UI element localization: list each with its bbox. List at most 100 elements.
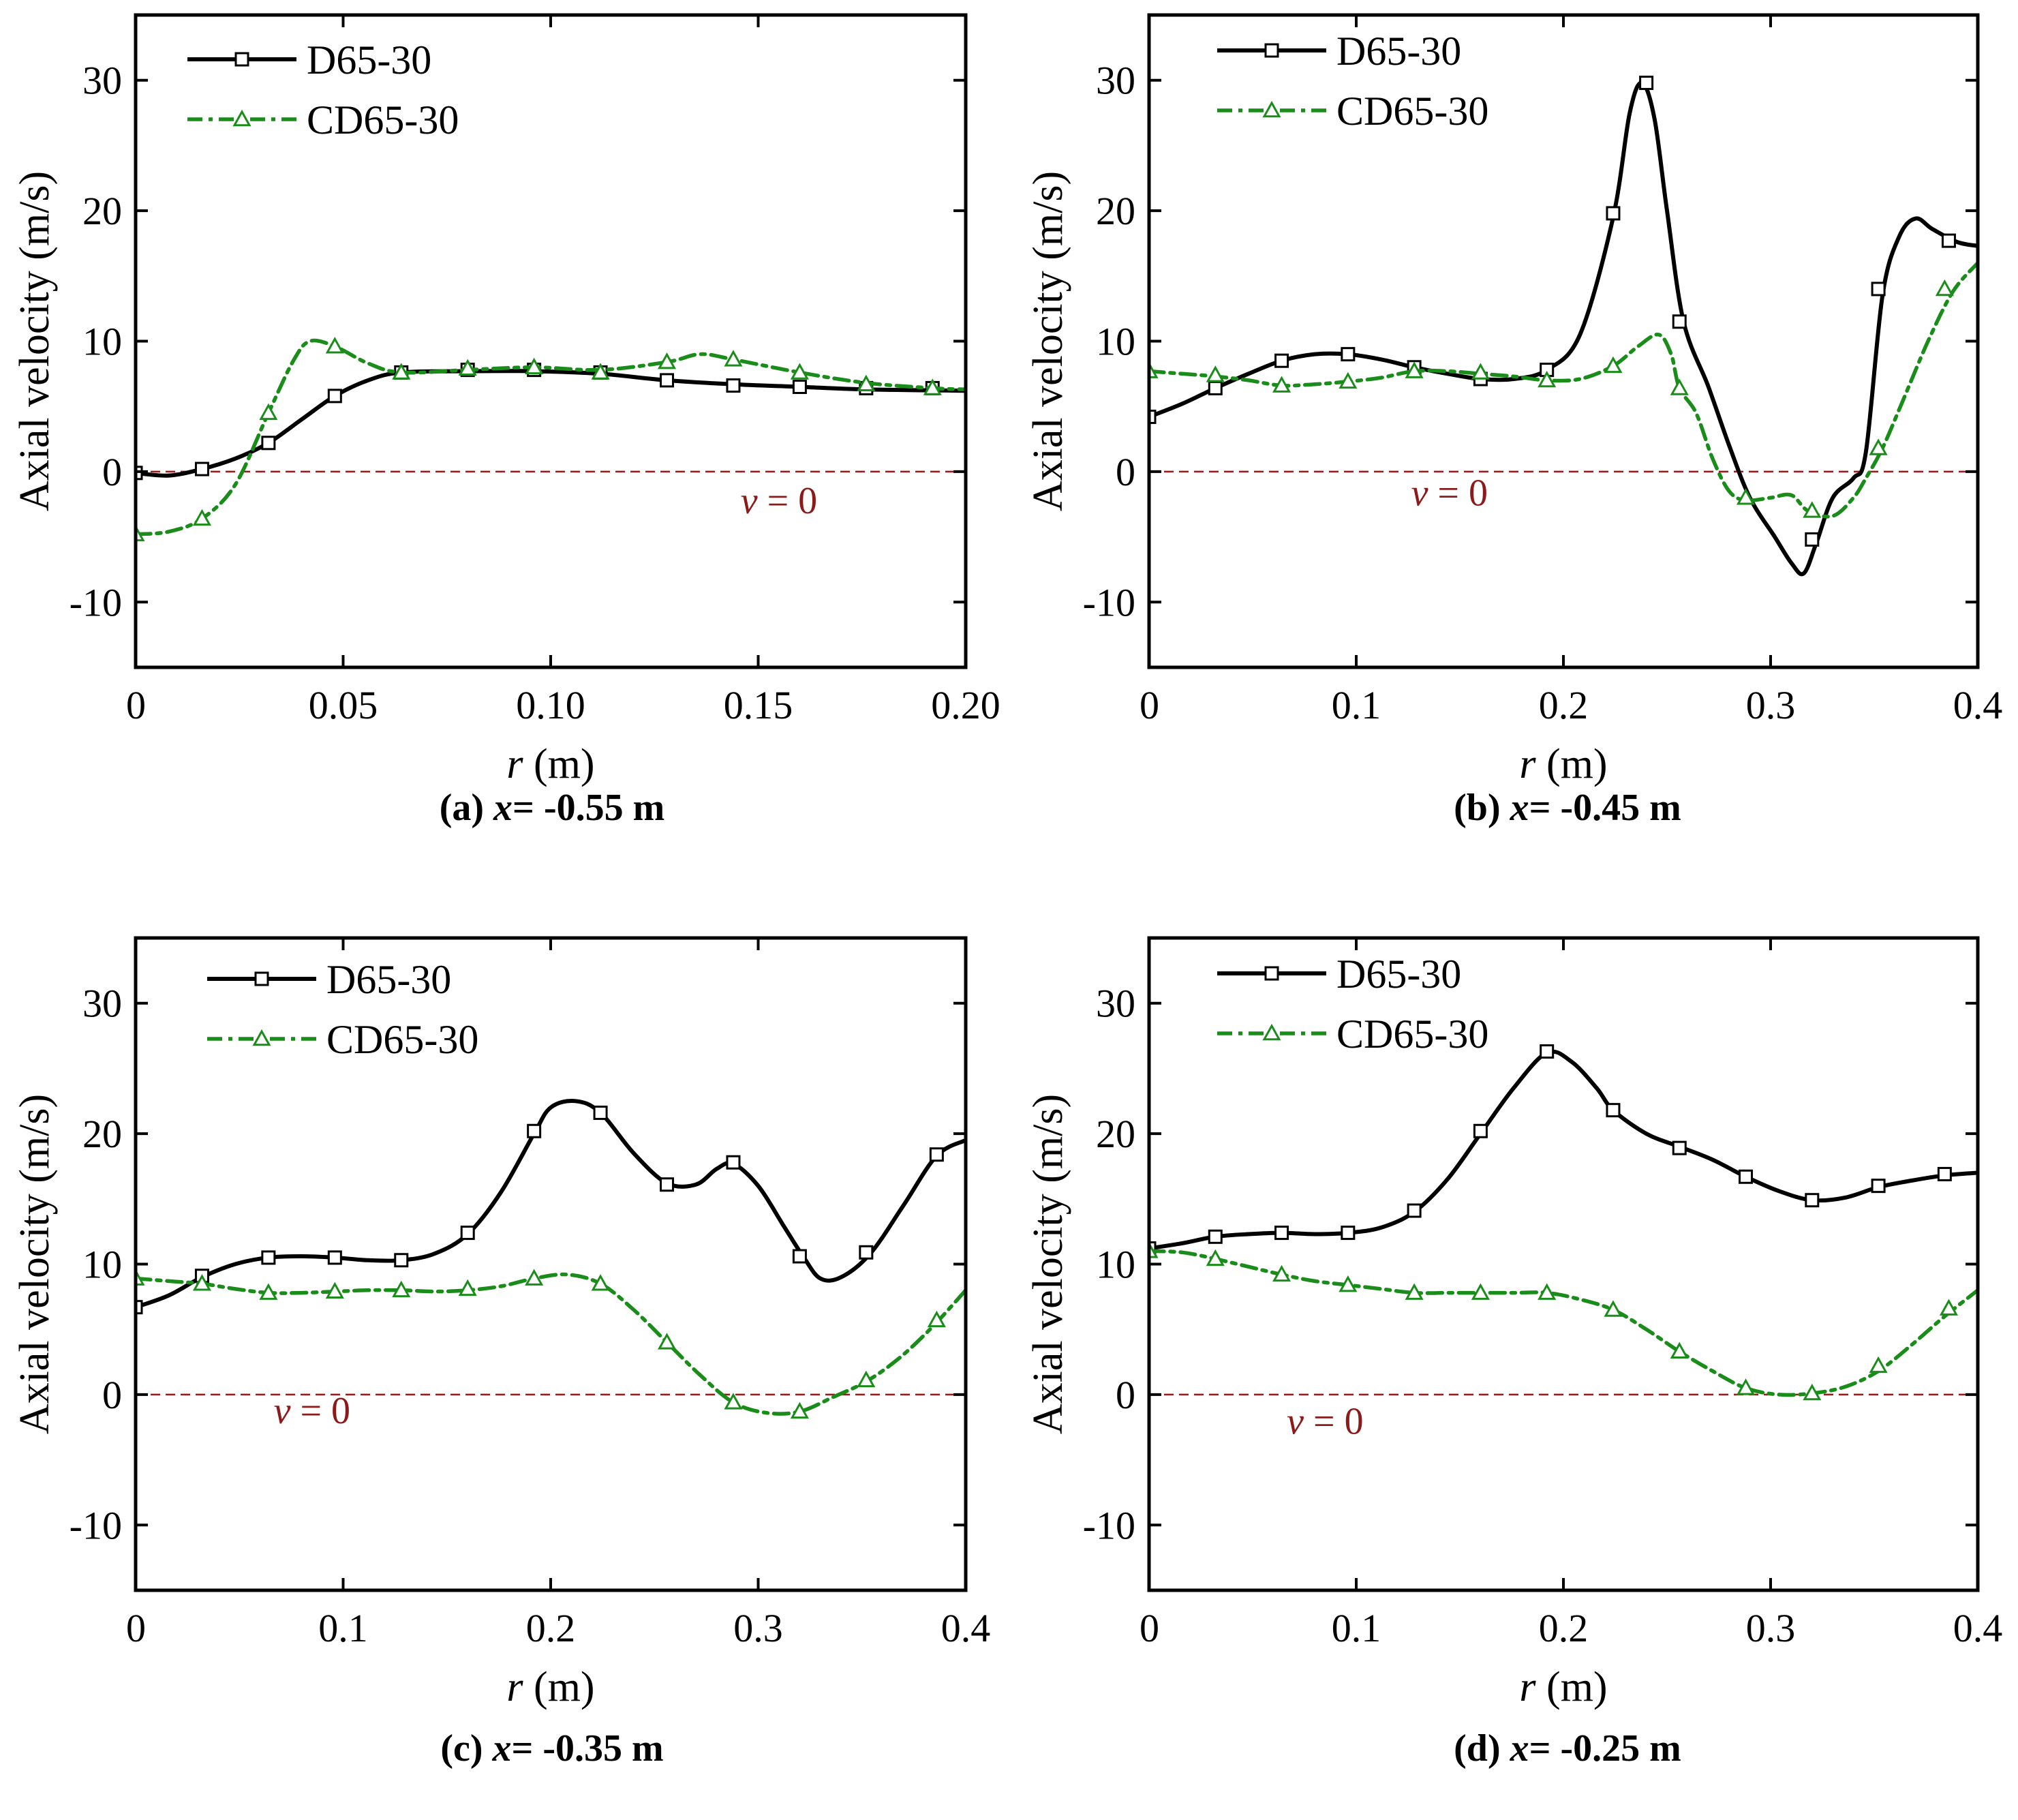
panel-d-series-cd65-30-marker [1939,1299,1958,1316]
panel-b-xlabel: r (m) [1519,741,1607,787]
panel-b-series-cd65-30-marker [1604,356,1623,374]
panel-d-ytick-label: 0 [1116,1373,1135,1417]
panel-a-xtick-label: 0 [126,683,146,727]
panel-b-ylabel: Axial velocity (m/s) [1025,171,1071,511]
panel-c-series-d65-30-marker [792,1249,807,1264]
panel-d-data [1149,1044,1978,1401]
panel-b-series-d65-30-marker [1149,410,1157,425]
panel-c-xtick-label: 0.4 [941,1606,991,1650]
panel-b-legend-marker-d65-30 [1264,43,1279,58]
panel-d-xlabel-unit: (m) [1536,1664,1608,1710]
panel-d-series-cd65-30 [1149,1241,1978,1401]
panel-c-ytick-label: 20 [82,1112,122,1156]
panel-a-series-d65-30-marker [327,389,342,404]
panel-a-ytick-label: 20 [82,189,122,233]
panel-a-series-cd65-30-marker [857,374,876,391]
panel-c-series-cd65-30-marker [392,1280,411,1298]
panel-a-series-cd65-30-marker [525,357,544,375]
panel-b: v = 0 -10 0 10 20 30 0 0.1 0.2 0.3 0.4 r (m) Axial v… [1025,13,2002,787]
panel-a-series-cd65-30-marker [192,509,211,526]
panel-d-xtick-label: 0.3 [1746,1606,1796,1650]
panel-c-series-d65-30-marker [394,1253,409,1268]
panel-d-ylabel: Axial velocity (m/s) [1025,1094,1071,1434]
panel-b-series-d65-30-marker [1639,76,1654,91]
panel-a-series-cd65-30-marker [259,403,278,421]
panel-c-xtick-label: 0 [126,1606,146,1650]
panel-d-legend-label-cd65-30: CD65-30 [1336,1012,1488,1057]
panel-d-series-cd65-30-marker [1736,1378,1756,1395]
panel-c-series-d65-30 [136,1099,966,1315]
panel-d-xlabel: r (m) [1519,1664,1607,1710]
panel-b-series-cd65-30-marker [1272,376,1291,393]
panel-c-legend-marker-cd65-30 [252,1029,271,1046]
panel-d-legend-label-d65-30: D65-30 [1336,952,1461,997]
panel-d-series-d65-30-marker [1606,1103,1621,1118]
panel-b-data [1149,76,1978,577]
panel-c-series-d65-30-marker [660,1177,675,1192]
panel-b-legend-marker-cd65-30 [1262,100,1281,118]
panel-c-series-cd65-30-line [136,1272,966,1416]
panel-d-series-cd65-30-marker [1206,1249,1225,1267]
panel-d-zero-label: v = 0 [1287,1400,1363,1442]
panel-d-series-cd65-30-marker [1149,1241,1159,1258]
panel-c-series-cd65-30-marker [525,1269,544,1286]
panel-c-xlabel-var: r [506,1664,523,1710]
panel-a-zero-label-rest: = 0 [758,480,818,522]
panel-a-xlabel-var: r [506,741,523,787]
panel-c-ylabel: Axial velocity (m/s) [12,1094,58,1434]
panel-b-series-cd65-30-marker [1803,501,1822,518]
panel-d-series-cd65-30-marker [1670,1341,1689,1359]
panel-b-series-cd65-30-line [1149,260,1978,519]
caption-var: x [493,787,513,829]
panel-d-ytick-label: -10 [1083,1503,1135,1547]
panel-d-ytick-label: 20 [1096,1112,1135,1156]
panel-b-series-cd65-30-marker [1149,361,1159,378]
panel-d-legend-marker-cd65-30 [1262,1023,1281,1041]
caption-var: x [1510,787,1529,829]
panel-c-xtick-label: 0.2 [526,1606,576,1650]
panel-d-series-d65-30-line [1149,1049,1978,1251]
panel-c-series-cd65-30-marker [325,1281,344,1299]
panel-b-series-cd65-30-marker [1538,370,1557,388]
panel-c-ytick-label: -10 [70,1503,122,1547]
panel-d-series-d65-30-marker [1805,1193,1820,1208]
panel-d-series-d65-30-marker [1540,1044,1555,1059]
panel-b-series-cd65-30-marker [1405,361,1424,378]
panel-c-ytick-label: 30 [82,982,122,1026]
panel-b-series-d65-30-marker [1805,532,1820,547]
panel-c-xtick-label: 0.1 [318,1606,368,1650]
panel-a-series-cd65-30-marker [325,337,344,354]
panel-a-zero-label: v = 0 [741,480,817,522]
panel-d-series-d65-30-marker [1407,1203,1422,1218]
panel-d-series-d65-30 [1149,1044,1978,1256]
panel-c-series-cd65-30 [136,1269,966,1419]
panel-b-series-cd65-30-marker [1935,279,1954,297]
panel-b-legend: D65-30 CD65-30 [1217,29,1488,134]
panel-c-series-d65-30-marker [261,1250,276,1265]
panel-b-series-cd65-30-marker [1339,371,1358,389]
caption-prefix: (a) [439,787,494,829]
caption-a: (a) x= -0.55 m [143,786,961,830]
panel-c-zero-label: v = 0 [274,1390,350,1432]
panel-b-zero-label-rest: = 0 [1428,472,1488,515]
panel-c-xtick-label: 0.3 [733,1606,783,1650]
panel-b-ytick-label: -10 [1083,580,1135,624]
panel-a-series-cd65-30-marker [458,359,477,376]
panel-b-legend-label-cd65-30: CD65-30 [1336,89,1488,134]
panel-c-series-d65-30-marker [859,1245,874,1260]
panel-b-series-d65-30-line [1149,80,1978,577]
panel-b-series-d65-30-marker [1672,314,1687,329]
panel-a-series-d65-30-marker [261,436,276,451]
panel-c-series-d65-30-marker [136,1300,143,1315]
panel-a-series-cd65-30-line [136,338,966,536]
panel-d-series-cd65-30-marker [1272,1264,1291,1282]
panel-a: v = 0 -10 0 10 20 30 0 0.05 0.10 0.15 0.20 r (m) Axi… [12,13,1000,787]
panel-a-xlabel-unit: (m) [523,741,595,787]
caption-prefix: (c) [440,1727,493,1770]
caption-prefix: (d) [1454,1727,1510,1770]
panel-d-series-cd65-30-marker [1405,1283,1424,1300]
panel-c-series-cd65-30-marker [591,1274,610,1291]
panel-b-series-cd65-30-marker [1206,365,1225,382]
panel-b-xtick-label: 0.3 [1746,683,1796,727]
panel-b-ytick-label: 0 [1116,450,1135,494]
